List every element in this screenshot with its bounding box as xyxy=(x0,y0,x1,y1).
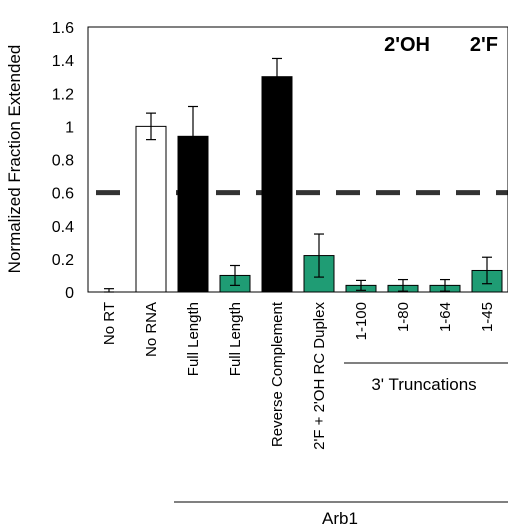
y-axis-label: Normalized Fraction Extended xyxy=(5,45,24,274)
y-tick-label: 1.6 xyxy=(52,20,74,37)
y-tick-label: 0 xyxy=(65,285,74,302)
group-label-truncations: 3' Truncations xyxy=(371,375,476,394)
x-tick-label: Reverse Complement xyxy=(269,301,286,447)
x-tick-label: 1-64 xyxy=(437,302,454,332)
x-tick-label: 1-45 xyxy=(479,302,496,332)
y-tick-label: 1 xyxy=(65,119,74,136)
legend-2oh: 2'OH xyxy=(384,34,430,56)
x-tick-label: No RT xyxy=(101,302,118,345)
plot-frame xyxy=(87,26,508,293)
bar xyxy=(261,76,293,293)
y-tick-label: 1.4 xyxy=(52,53,74,70)
y-tick-label: 0.2 xyxy=(52,252,74,269)
x-tick-label: 1-100 xyxy=(353,302,370,340)
legend-2f: 2'F xyxy=(470,34,498,56)
y-tick-label: 1.2 xyxy=(52,86,74,103)
x-tick-label: Full Length xyxy=(185,302,202,376)
group-label-arb1: Arb1 xyxy=(322,509,358,527)
x-tick-label: No RNA xyxy=(143,302,160,357)
x-tick-label: Full Length xyxy=(227,302,244,376)
category-groups: 3' Truncations Arb1 xyxy=(174,362,508,527)
x-labels: No RT No RNA Full Length Full Length Reverse… xyxy=(101,301,496,450)
bar xyxy=(135,125,167,293)
y-ticks: 0 0.2 0.4 0.6 0.8 1 1.2 1.4 1.6 xyxy=(52,20,74,302)
error-bars xyxy=(104,57,492,293)
legend: 2'OH 2'F xyxy=(384,34,498,56)
x-tick-label: 1-80 xyxy=(395,302,412,332)
y-tick-label: 0.4 xyxy=(52,219,74,236)
x-tick-label: 2'F + 2'OH RC Duplex xyxy=(311,302,328,450)
y-tick-label: 0.8 xyxy=(52,153,74,170)
y-tick-label: 0.6 xyxy=(52,186,74,203)
